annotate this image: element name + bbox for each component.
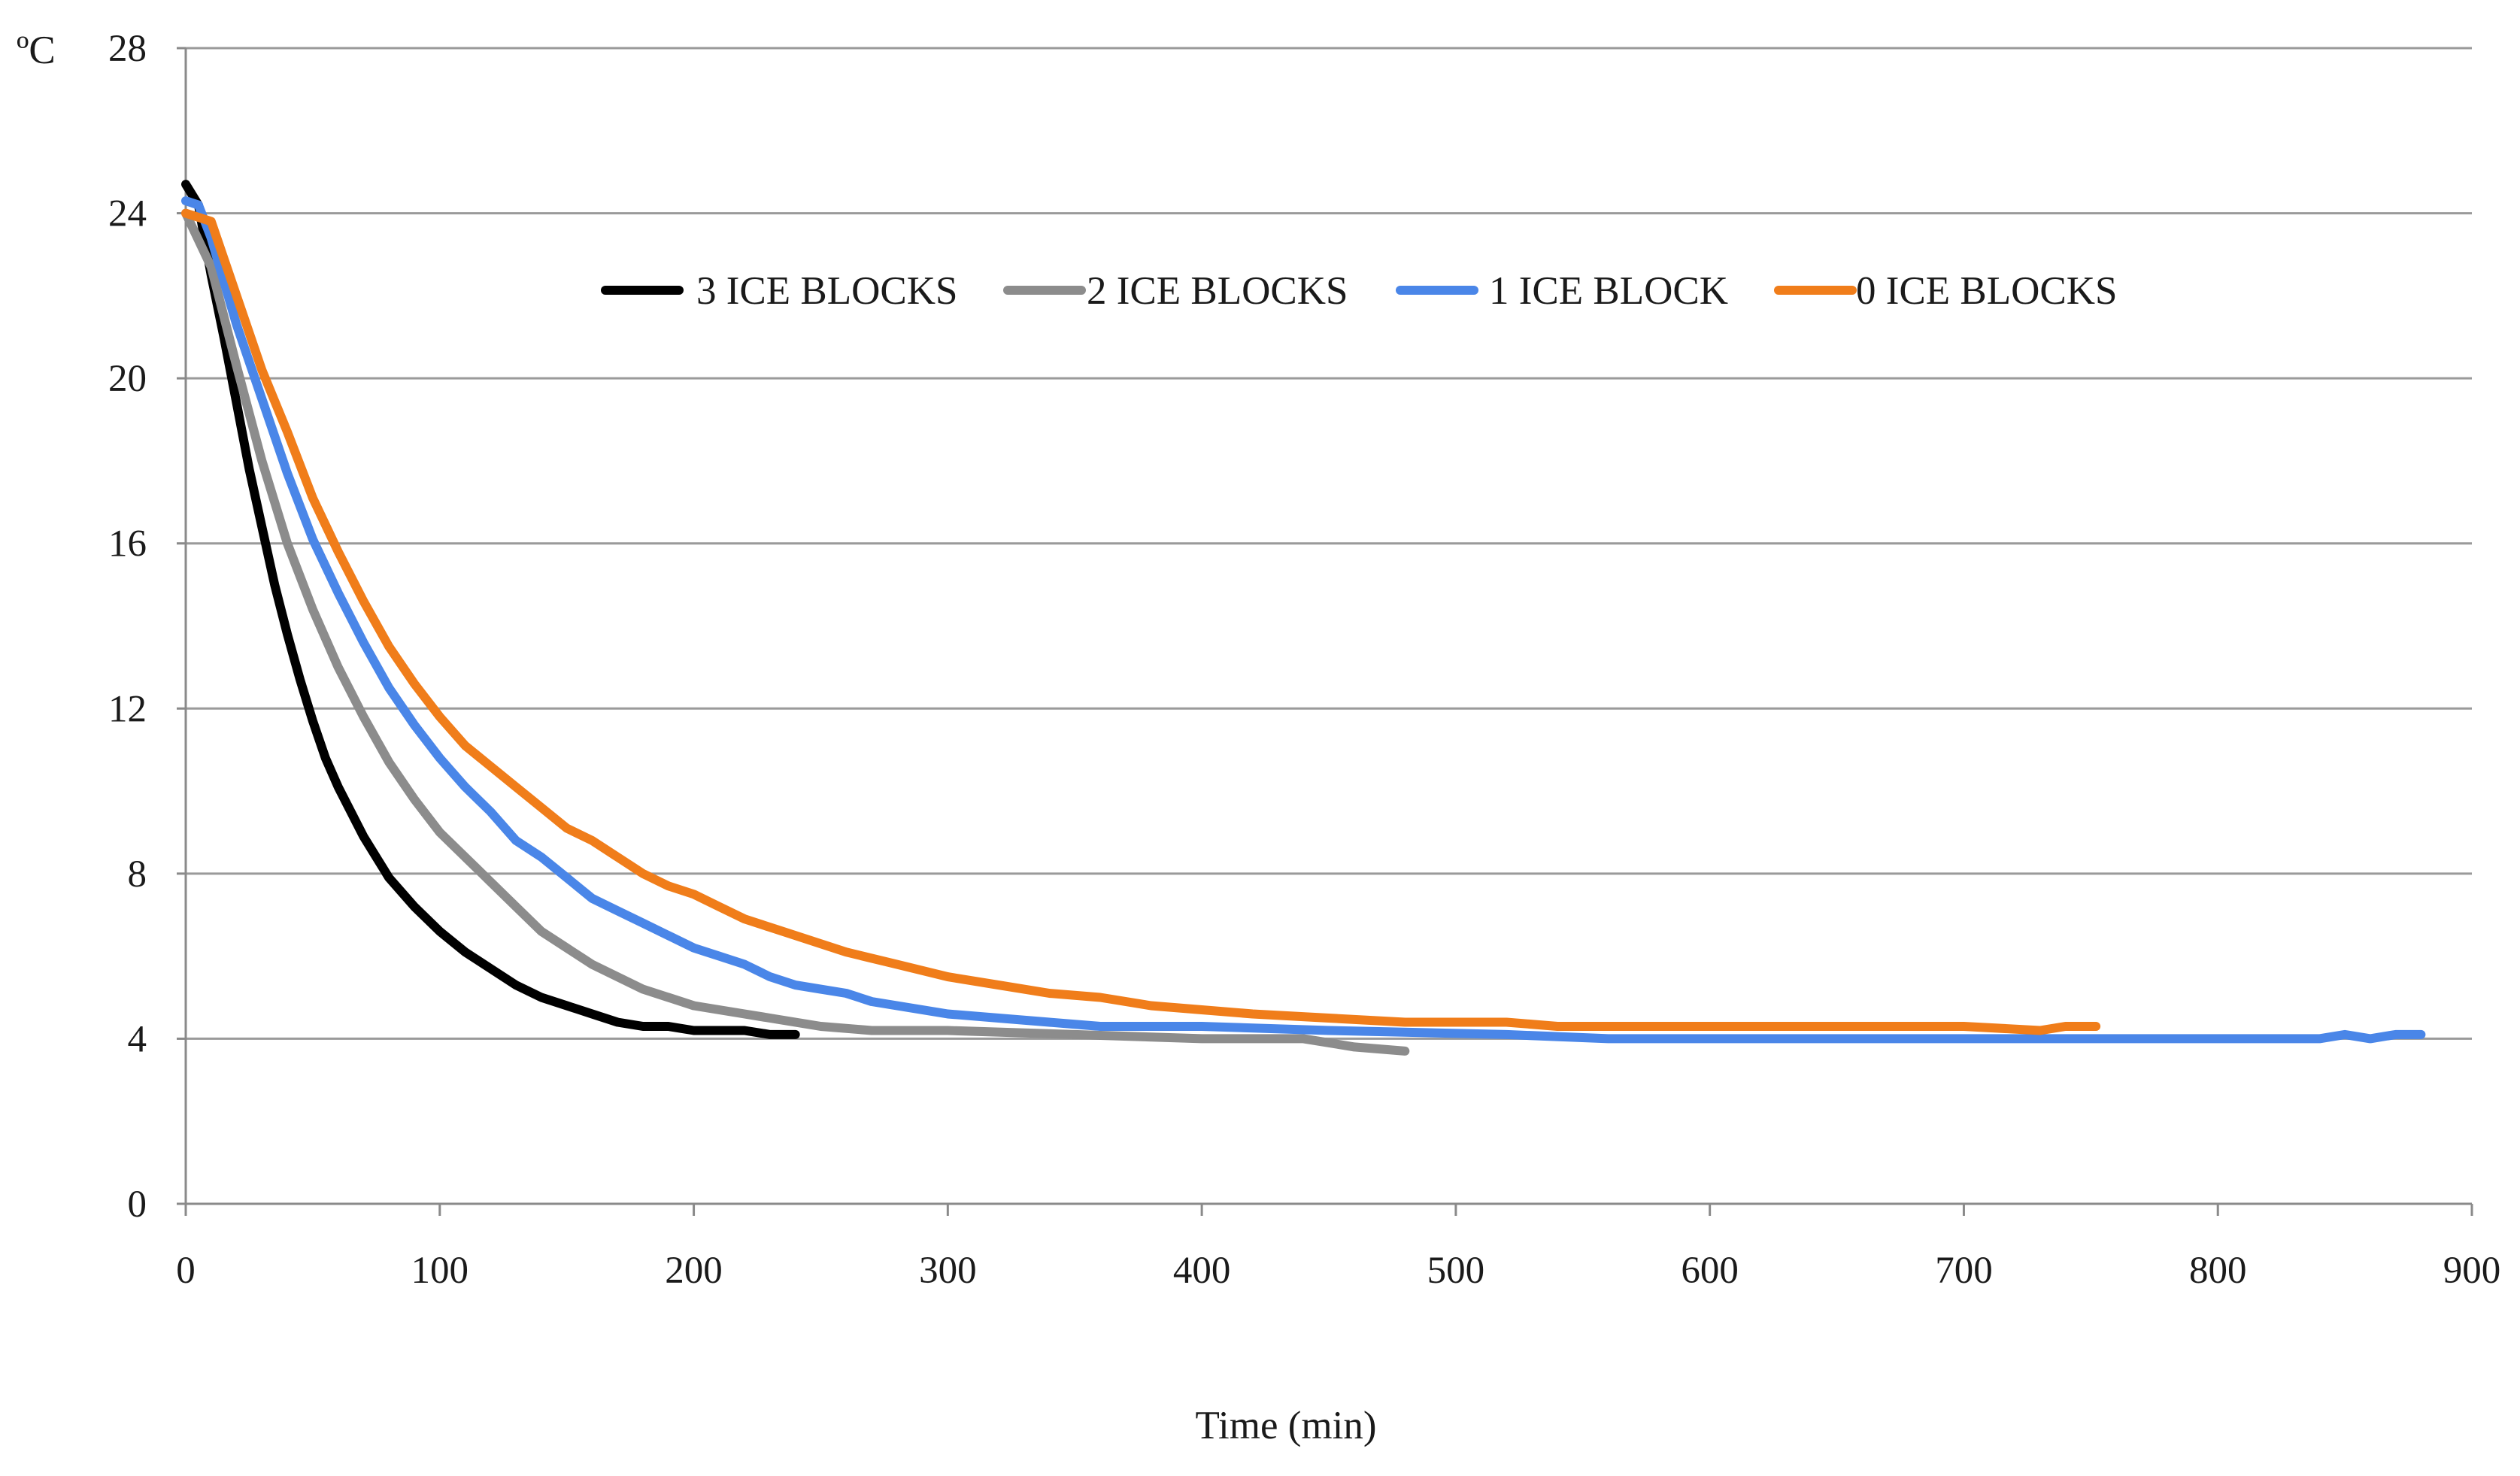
legend: 3 ICE BLOCKS 2 ICE BLOCKS 1 ICE BLOCK 0 ICE… [601,269,2117,313]
series-line-2 [181,196,2426,1044]
x-tick-label: 400 [1173,1250,1231,1292]
legend-label-0: 3 ICE BLOCKS [696,269,957,313]
legend-label-2: 1 ICE BLOCK [1489,269,1728,313]
data-series [181,180,2426,1056]
x-tick-label: 500 [1427,1250,1485,1292]
y-tick-label: 28 [108,28,147,70]
x-tick-label: 600 [1681,1250,1739,1292]
series-line-1 [181,208,1410,1056]
axes: 0 4 8 12 16 20 24 28 0 100 200 300 400 500 600 700 800 90… [108,28,2500,1292]
gridlines [186,47,2472,1040]
x-tick-label: 100 [411,1250,469,1292]
legend-label-1: 2 ICE BLOCKS [1087,269,1348,313]
y-axis-title: ºC [17,29,56,72]
x-tick-label: 800 [2189,1250,2247,1292]
y-tick-label: 4 [128,1018,147,1060]
series-line-0 [181,180,800,1039]
y-tick-label: 0 [128,1184,147,1226]
x-axis-title: Time (min) [1196,1404,1377,1447]
series-line-3 [181,208,2101,1035]
x-tick-label: 200 [665,1250,723,1292]
y-tick-label: 12 [108,688,147,730]
x-tick-label: 900 [2443,1250,2501,1292]
y-tick-label: 24 [108,193,147,235]
legend-label-3: 0 ICE BLOCKS [1856,269,2117,313]
x-tick-label: 700 [1935,1250,1993,1292]
y-tick-label: 16 [108,523,147,565]
y-tick-label: 20 [108,358,147,400]
y-tick-label: 8 [128,853,147,896]
x-tick-label: 0 [176,1250,196,1292]
x-tick-label: 300 [919,1250,977,1292]
